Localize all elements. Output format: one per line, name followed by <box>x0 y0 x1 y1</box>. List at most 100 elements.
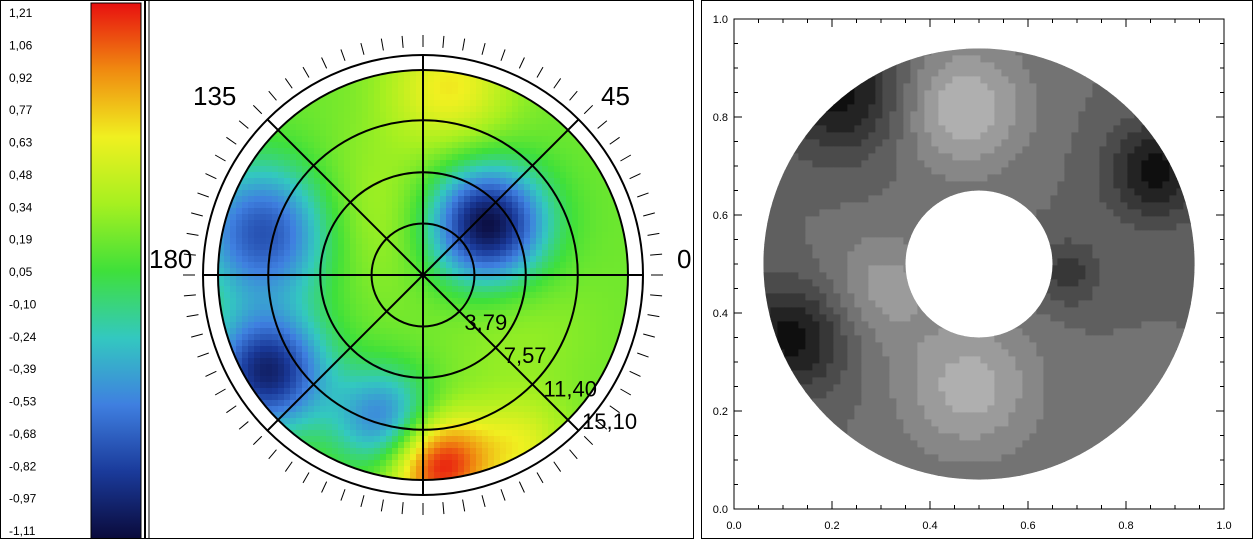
heatmap-cell <box>356 424 363 431</box>
heatmap-cell <box>500 430 507 437</box>
heatmap-cell <box>548 388 555 395</box>
heatmap-cell <box>422 166 429 173</box>
heatmap-cell <box>308 208 315 215</box>
heatmap-cell <box>620 262 627 269</box>
heatmap-cell <box>464 184 471 191</box>
heatmap-cell <box>494 406 501 413</box>
heatmap-cell <box>368 88 375 95</box>
annulus-cell <box>924 55 932 63</box>
heatmap-cell <box>350 412 357 419</box>
heatmap-cell <box>260 190 267 197</box>
heatmap-cell <box>230 316 237 323</box>
heatmap-cell <box>302 244 309 251</box>
heatmap-cell <box>284 184 291 191</box>
heatmap-cell <box>260 382 267 389</box>
annulus-cell <box>966 111 974 119</box>
heatmap-cell <box>386 130 393 137</box>
heatmap-cell <box>338 250 345 257</box>
heatmap-cell <box>452 142 459 149</box>
heatmap-cell <box>434 298 441 305</box>
heatmap-cell <box>428 232 435 239</box>
annulus-cell <box>1092 104 1100 112</box>
heatmap-cell <box>458 304 465 311</box>
heatmap-cell <box>434 418 441 425</box>
heatmap-cell <box>488 130 495 137</box>
annulus-cell <box>861 181 869 189</box>
heatmap-cell <box>260 202 267 209</box>
heatmap-cell <box>512 322 519 329</box>
heatmap-cell <box>446 340 453 347</box>
heatmap-cell <box>512 340 519 347</box>
heatmap-cell <box>248 370 255 377</box>
heatmap-cell <box>494 328 501 335</box>
heatmap-cell <box>566 238 573 245</box>
heatmap-cell <box>404 148 411 155</box>
heatmap-cell <box>446 412 453 419</box>
heatmap-cell <box>458 340 465 347</box>
heatmap-cell <box>356 454 363 461</box>
heatmap-cell <box>266 274 273 281</box>
heatmap-cell <box>344 370 351 377</box>
annulus-cell <box>910 118 918 126</box>
heatmap-cell <box>434 154 441 161</box>
heatmap-cell <box>530 154 537 161</box>
heatmap-cell <box>290 196 297 203</box>
heatmap-cell <box>494 418 501 425</box>
heatmap-cell <box>482 154 489 161</box>
heatmap-cell <box>548 376 555 383</box>
heatmap-cell <box>314 316 321 323</box>
annulus-cell <box>987 62 995 70</box>
heatmap-cell <box>290 262 297 269</box>
annulus-cell <box>819 174 827 182</box>
heatmap-cell <box>578 292 585 299</box>
heatmap-cell <box>314 256 321 263</box>
heatmap-cell <box>332 352 339 359</box>
heatmap-cell <box>224 286 231 293</box>
heatmap-cell <box>554 130 561 137</box>
annulus-cell <box>791 146 799 154</box>
annulus-cell <box>1022 139 1030 147</box>
heatmap-cell <box>572 286 579 293</box>
heatmap-cell <box>410 148 417 155</box>
heatmap-cell <box>296 442 303 449</box>
heatmap-cell <box>380 262 387 269</box>
heatmap-cell <box>530 370 537 377</box>
heatmap-cell <box>386 352 393 359</box>
heatmap-cell <box>230 298 237 305</box>
annulus-cell <box>1134 153 1142 161</box>
heatmap-cell <box>416 208 423 215</box>
annulus-cell <box>819 195 827 203</box>
heatmap-cell <box>482 226 489 233</box>
heatmap-cell <box>374 430 381 437</box>
annulus-cell <box>875 104 883 112</box>
heatmap-cell <box>440 136 447 143</box>
heatmap-cell <box>344 184 351 191</box>
heatmap-cell <box>590 262 597 269</box>
heatmap-cell <box>380 442 387 449</box>
heatmap-cell <box>452 148 459 155</box>
annulus-cell <box>1043 167 1051 175</box>
heatmap-cell <box>578 376 585 383</box>
annulus-cell <box>1008 139 1016 147</box>
annulus-cell <box>903 83 911 91</box>
annulus-cell <box>1085 104 1093 112</box>
heatmap-cell <box>344 118 351 125</box>
heatmap-cell <box>356 88 363 95</box>
heatmap-cell <box>356 310 363 317</box>
annulus-cell <box>952 69 960 77</box>
annulus-cell <box>1120 153 1128 161</box>
heatmap-cell <box>608 208 615 215</box>
heatmap-cell <box>596 316 603 323</box>
heatmap-cell <box>296 334 303 341</box>
heatmap-cell <box>302 328 309 335</box>
heatmap-cell <box>524 340 531 347</box>
heatmap-cell <box>578 214 585 221</box>
heatmap-cell <box>602 322 609 329</box>
annulus-cell <box>889 146 897 154</box>
heatmap-cell <box>428 418 435 425</box>
heatmap-cell <box>548 346 555 353</box>
annulus-cell <box>1015 118 1023 126</box>
heatmap-cell <box>374 184 381 191</box>
heatmap-cell <box>434 436 441 443</box>
heatmap-cell <box>530 274 537 281</box>
